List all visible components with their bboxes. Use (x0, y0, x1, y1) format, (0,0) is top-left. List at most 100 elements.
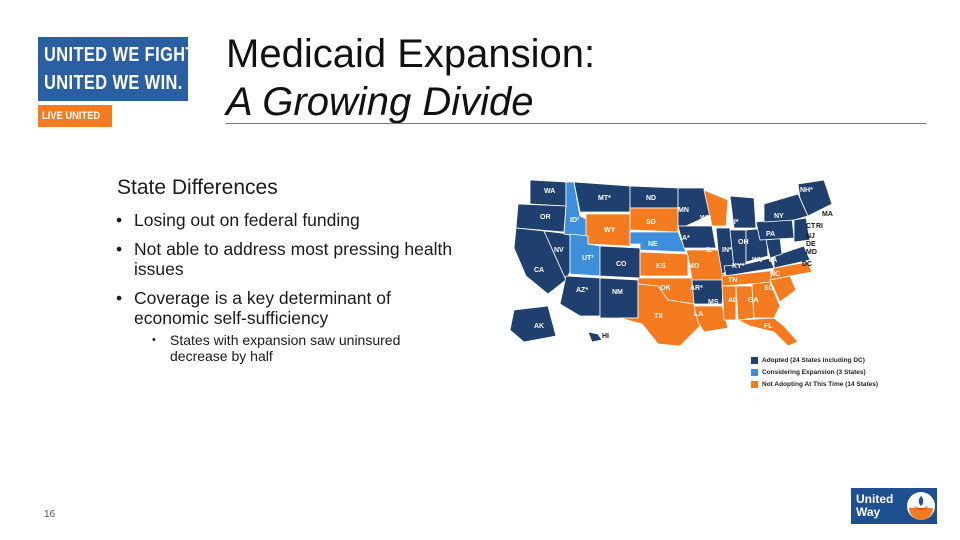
map-label: GA (748, 297, 759, 304)
map-label: MT* (598, 195, 611, 202)
state-ms (721, 285, 737, 321)
united-we-fight-logo: UNITED WE FIGHT. UNITED WE WIN. LIVE UNI… (38, 37, 200, 127)
map-label: ND (646, 195, 656, 202)
map-label: MN (678, 207, 689, 214)
state-wv (765, 237, 783, 259)
map-label: DE (806, 241, 816, 248)
map-legend: Adopted (24 States including DC) Conside… (751, 355, 878, 391)
map-label: NE (648, 241, 658, 248)
map-label: VT (774, 185, 784, 192)
legend-item-adopted: Adopted (24 States including DC) (751, 355, 878, 366)
map-label: FL (764, 323, 773, 330)
map-label: KY* (732, 263, 745, 270)
map-label: PA (766, 231, 775, 238)
state-wy (585, 213, 631, 247)
state-nc (769, 261, 813, 281)
map-label: TN (728, 277, 737, 284)
state-wi (703, 189, 729, 227)
logo-blue-panel: UNITED WE FIGHT. UNITED WE WIN. (38, 37, 200, 101)
map-label: AZ* (576, 287, 588, 294)
legend-swatch (751, 369, 758, 376)
map-label: WY (604, 227, 616, 234)
sub-bullet-item: • States with expansion saw uninsured dec… (152, 332, 401, 364)
map-label: WI* (700, 215, 712, 222)
map-label: VA (768, 257, 777, 264)
bullet-item: • Losing out on federal funding (116, 210, 360, 230)
state-hi (587, 331, 603, 343)
state-ks (639, 251, 689, 277)
map-label: DC (802, 261, 812, 268)
state-nj-de-md (793, 217, 811, 243)
state-mi (729, 195, 757, 229)
state-ar (691, 279, 725, 305)
state-tx (619, 283, 703, 346)
map-label: IL (706, 247, 713, 254)
bullet-item: • Not able to address most pressing healt… (116, 239, 453, 279)
legend-swatch (751, 381, 758, 388)
map-label: NH* (800, 187, 813, 194)
map-label: OH (738, 239, 749, 246)
state-az (559, 275, 601, 317)
state-la (693, 305, 729, 333)
logo-line-2: UNITED WE WIN. (44, 72, 183, 94)
map-label: OR (540, 214, 551, 221)
page-number: 16 (44, 509, 56, 520)
map-label: ID² (570, 217, 580, 224)
united-way-hand-icon (907, 492, 935, 520)
legend-item-considering: Considering Expansion (3 States) (751, 367, 878, 378)
map-label: IA* (680, 235, 690, 242)
map-label: SC (764, 285, 774, 292)
section-heading: State Differences (117, 176, 278, 199)
map-label: NC (770, 271, 780, 278)
legend-item-not-adopting: Not Adopting At This Time (14 States) (751, 379, 878, 390)
map-label: AL (728, 297, 738, 304)
map-label: IN* (722, 247, 732, 254)
map-label: WA (544, 188, 555, 195)
map-label: OK (660, 285, 671, 292)
logo-line-1: UNITED WE FIGHT. (44, 44, 200, 66)
map-label: TX (654, 313, 663, 320)
state-ne (629, 231, 687, 253)
map-label: CA (534, 267, 544, 274)
state-ky (723, 257, 775, 277)
state-fl (736, 317, 799, 346)
state-ia (677, 225, 717, 249)
title-line-2: A Growing Divide (226, 80, 534, 124)
live-united-tag: LIVE UNITED (38, 105, 112, 127)
united-way-logo: United Way (851, 488, 937, 524)
bullet-list: • Losing out on federal funding • Not able… (116, 210, 456, 337)
state-ak (509, 305, 557, 343)
map-label: WV (752, 257, 764, 264)
state-va (773, 245, 811, 269)
map-label: AK (534, 323, 544, 330)
us-medicaid-map: WA MT* ND MN VT NH* MA OR ID² SD WI* MI*… (509, 179, 833, 346)
map-label: CO (616, 261, 627, 268)
map-label: MA (822, 211, 833, 218)
map-label: MO (688, 263, 700, 270)
map-label: UT² (582, 255, 594, 262)
map-label: RI (816, 223, 823, 230)
state-ga (751, 281, 781, 319)
map-label: MI* (728, 219, 739, 226)
map-label: HI (602, 333, 609, 340)
legend-swatch (751, 357, 758, 364)
bullet-item: • Coverage is a key determinant of econom… (116, 288, 391, 328)
map-label: KS (656, 263, 666, 270)
map-label: MS (708, 299, 719, 306)
map-label: NJ (806, 233, 815, 240)
title-line-1: Medicaid Expansion: (226, 32, 596, 76)
state-new-england (797, 179, 833, 217)
map-label: AR* (690, 285, 703, 292)
state-nm (599, 277, 639, 319)
map-label: NM (612, 289, 623, 296)
title-underline (226, 123, 926, 124)
state-ny (763, 193, 809, 223)
map-label: SD (646, 219, 656, 226)
map-label: MD (806, 249, 817, 256)
map-label: NV (554, 247, 564, 254)
state-mn (677, 187, 713, 227)
map-label: CT (806, 223, 816, 230)
united-way-wordmark: United Way (856, 492, 894, 519)
map-label: LA (694, 311, 703, 318)
sub-bullet-list: • States with expansion saw uninsured dec… (152, 332, 412, 364)
